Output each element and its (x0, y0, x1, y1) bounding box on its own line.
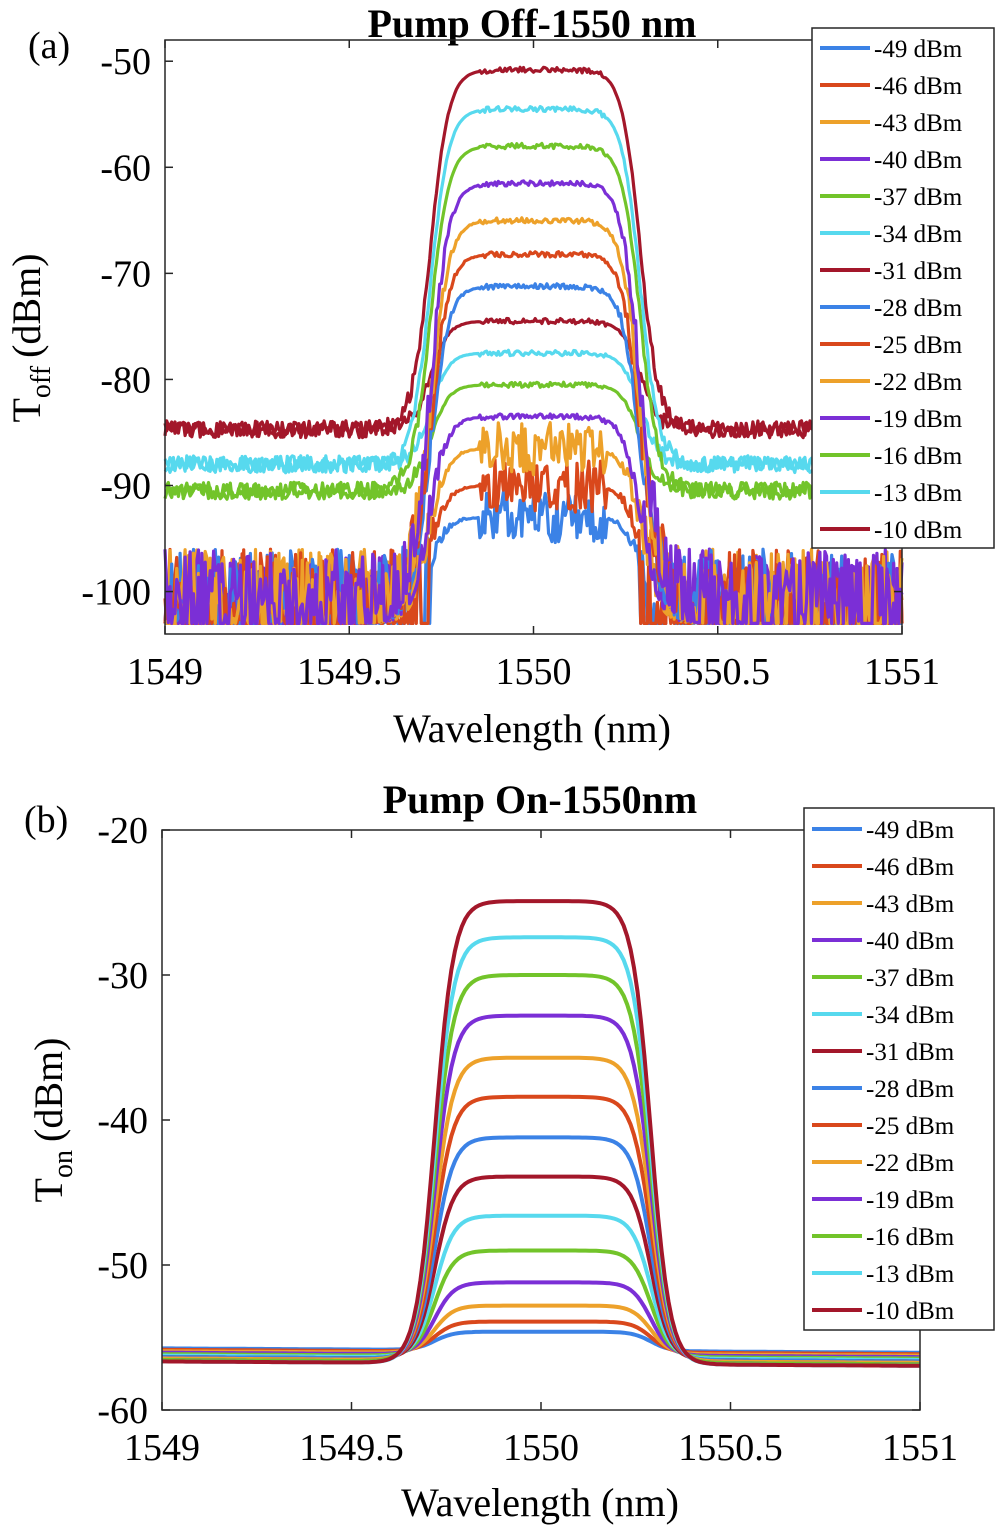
legend-label: -40 dBm (866, 928, 955, 955)
x-tick-label: 1549 (127, 651, 203, 693)
x-tick-label: 1550 (496, 651, 572, 693)
legend-label: -25 dBm (874, 332, 963, 359)
x-tick-label: 1549.5 (299, 1427, 404, 1469)
series-line-neg19dBm (163, 179, 904, 626)
panel-b-legend: -49 dBm -46 dBm -43 dBm -40 dBm -37 dBm -34 d… (803, 807, 995, 1331)
panel-b-label: (b) (24, 799, 68, 841)
legend-label: -37 dBm (866, 965, 955, 992)
legend-label: -46 dBm (866, 854, 955, 881)
legend-box (811, 27, 995, 549)
legend-label: -34 dBm (866, 1002, 955, 1029)
legend-label: -49 dBm (866, 817, 955, 844)
legend-label: -34 dBm (874, 221, 963, 248)
x-tick-label: 1550.5 (666, 651, 771, 693)
legend-label: -25 dBm (866, 1113, 955, 1140)
y-tick-label: -90 (100, 466, 151, 508)
legend-label: -16 dBm (866, 1224, 955, 1251)
legend-label: -19 dBm (866, 1187, 955, 1214)
legend-label: -22 dBm (866, 1150, 955, 1177)
x-tick-label: 1551 (864, 651, 940, 693)
legend-box (803, 807, 995, 1331)
legend-label: -37 dBm (874, 184, 963, 211)
y-tick-label: -60 (100, 147, 151, 189)
panel-b-title: Pump On-1550nm (383, 777, 698, 822)
x-tick-label: 1549.5 (297, 651, 402, 693)
series-line-neg10dBm (162, 899, 920, 1368)
panel-a-xlabel: Wavelength (nm) (393, 706, 671, 751)
legend-label: -31 dBm (874, 258, 963, 285)
legend-label: -13 dBm (866, 1261, 955, 1288)
legend-label: -10 dBm (866, 1298, 955, 1325)
x-tick-label: 1549 (124, 1427, 200, 1469)
legend-label: -16 dBm (874, 443, 963, 470)
legend-label: -13 dBm (874, 480, 963, 507)
panel-a-title: Pump Off-1550 nm (368, 1, 697, 46)
legend-label: -28 dBm (866, 1076, 955, 1103)
y-tick-label: -50 (97, 1245, 148, 1287)
series-line-neg13dBm (163, 104, 903, 475)
panel-a-series-group (163, 65, 904, 626)
panel-b: (b) Pump On-1550nm 1549 1549.5 1550 1550.5 1… (24, 777, 995, 1525)
y-tick-label: -100 (81, 572, 151, 614)
y-tick-label: -70 (100, 253, 151, 295)
x-tick-label: 1550 (503, 1427, 579, 1469)
y-tick-label: -50 (100, 41, 151, 83)
y-tick-label: -60 (97, 1390, 148, 1432)
legend-label: -22 dBm (874, 369, 963, 396)
legend-label: -31 dBm (866, 1039, 955, 1066)
panel-a-ylabel: Toff(dBm) (4, 253, 57, 422)
legend-label: -28 dBm (874, 295, 963, 322)
series-line-neg16dBm (163, 141, 903, 501)
panel-b-series-group (162, 899, 920, 1368)
legend-label: -46 dBm (874, 73, 963, 100)
panel-a: (a) Pump Off-1550 nm 1549 1549.5 1550 1550.… (4, 1, 995, 751)
legend-label: -49 dBm (874, 36, 963, 63)
x-tick-label: 1551 (882, 1427, 958, 1469)
legend-label: -43 dBm (874, 110, 963, 137)
y-tick-label: -40 (97, 1100, 148, 1142)
panel-b-ticks: 1549 1549.5 1550 1550.5 1551 -20 -30 -40 -50 -60 (97, 810, 958, 1469)
series-line-neg10dBm (163, 65, 903, 440)
y-tick-label: -80 (100, 359, 151, 401)
legend-label: -10 dBm (874, 517, 963, 544)
legend-label: -19 dBm (874, 406, 963, 433)
legend-label: -40 dBm (874, 147, 963, 174)
panel-a-legend: -49 dBm -46 dBm -43 dBm -40 dBm -37 dBm -34 d… (811, 27, 995, 549)
panel-a-ticks: 1549 1549.5 1550 1550.5 1551 -50 -60 -70 -80 -90 -… (81, 40, 940, 693)
legend-label: -43 dBm (866, 891, 955, 918)
panel-a-label: (a) (28, 25, 70, 67)
panel-b-ylabel: Ton(dBm) (26, 1038, 79, 1203)
x-tick-label: 1550.5 (678, 1427, 783, 1469)
y-tick-label: -30 (97, 955, 148, 997)
panel-b-xlabel: Wavelength (nm) (401, 1480, 679, 1525)
y-tick-label: -20 (97, 810, 148, 852)
